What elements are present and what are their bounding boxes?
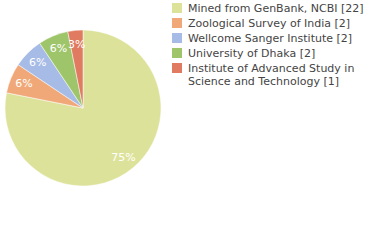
svg-text:75%: 75% [111,151,135,164]
html-text:Institute of Advanced Study in: Institute of Advanced Study in Science a… [188,62,355,88]
html-text:Mined from GenBank, NCBI [22]: Mined from GenBank, NCBI [22] [188,2,364,15]
svg-text:6%: 6% [15,77,32,90]
svg-text:6%: 6% [50,42,67,55]
html-text:Wellcome Sanger Institute [2]: Wellcome Sanger Institute [2] [188,32,353,45]
svg-text:3%: 3% [68,38,85,51]
html-text:Zoological Survey of India [2]: Zoological Survey of India [2] [188,17,351,30]
svg-text:6%: 6% [29,56,46,69]
html-text:University of Dhaka [2]: University of Dhaka [2] [188,47,316,60]
